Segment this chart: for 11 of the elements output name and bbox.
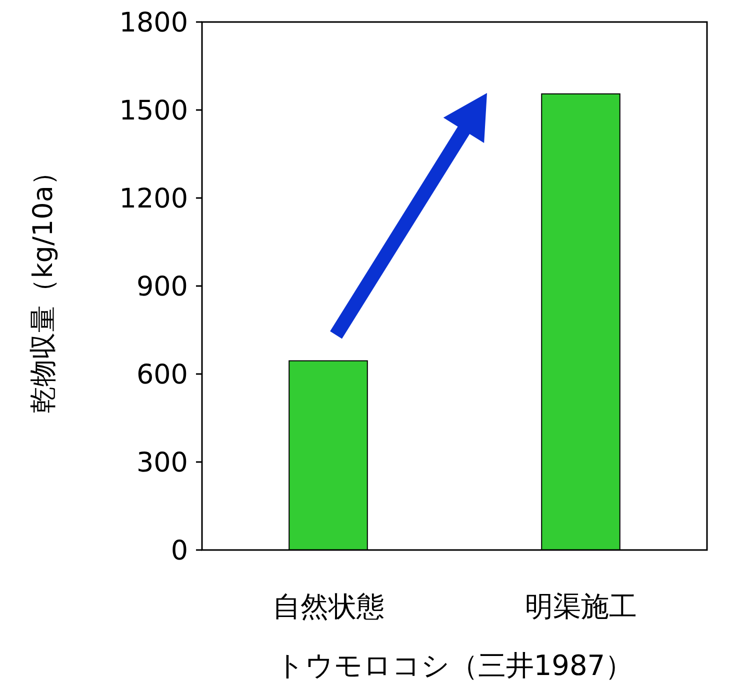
y-tick-label: 600: [136, 359, 188, 390]
y-tick-label: 300: [136, 447, 188, 478]
y-tick-label: 1200: [119, 183, 188, 214]
x-tick-label: 明渠施工: [524, 590, 637, 623]
y-tick-label: 1800: [119, 7, 188, 38]
y-tick-label: 0: [170, 535, 188, 566]
y-tick-label: 900: [136, 271, 188, 302]
x-axis-title: トウモロコシ（三井1987）: [276, 649, 634, 681]
y-tick-label: 1500: [119, 95, 188, 126]
x-tick-label: 自然状態: [272, 590, 384, 623]
y-axis-title: 乾物収量（kg/10a）: [28, 158, 59, 414]
